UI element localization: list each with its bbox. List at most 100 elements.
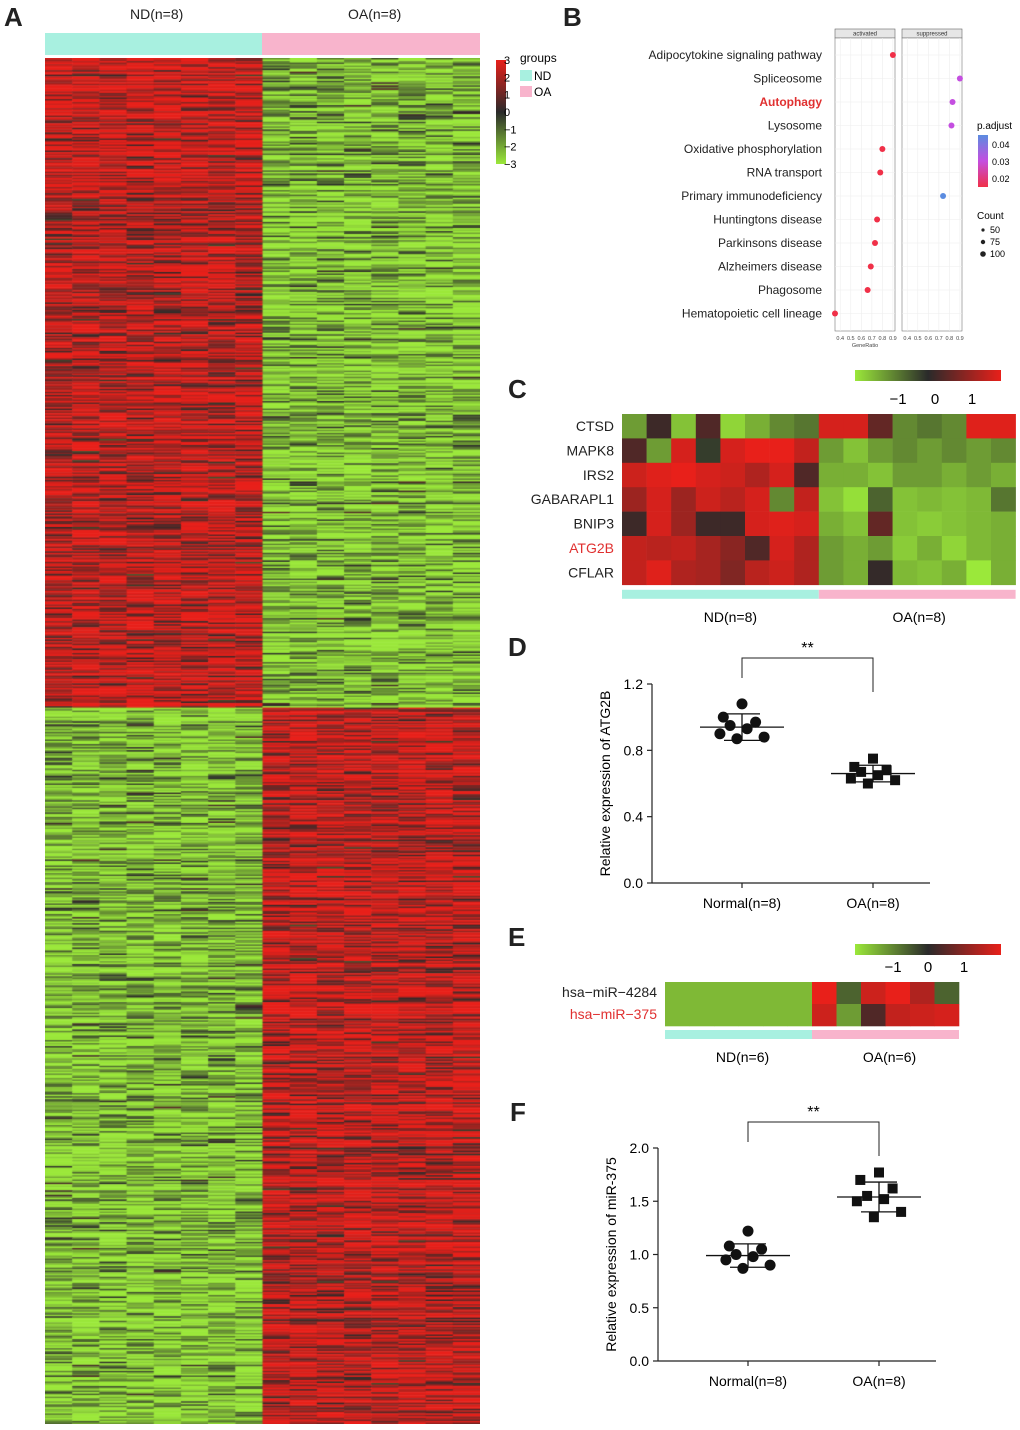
panel-c-cell [769, 487, 795, 512]
panel-c-cell [769, 511, 795, 537]
panel-c-gene-label: BNIP3 [574, 516, 615, 532]
panel-b-category-label: Spliceosome [753, 72, 822, 86]
panel-a-heatmap [45, 58, 480, 1424]
panel-c-colorbar-tick: 1 [968, 391, 976, 408]
panel-e-cell [910, 1004, 935, 1027]
panel-e-cell [812, 1004, 837, 1027]
panel-letter-b: B [563, 2, 582, 32]
panel-c-cell [794, 536, 820, 561]
panel-b-count-dot [980, 239, 986, 245]
panel-e-cell [665, 982, 690, 1005]
panel-c-cell [769, 536, 795, 561]
panel-c-cell [818, 487, 844, 512]
panel-e-group-label-nd: ND(n=6) [716, 1049, 769, 1065]
panel-c-cell [818, 414, 844, 439]
panel-c-cell [917, 414, 943, 439]
panel-c-cell [622, 560, 647, 586]
panel-c-cell [671, 462, 697, 488]
panel-c-cell [892, 414, 918, 439]
panel-c-cell [917, 536, 943, 561]
data-point [862, 1190, 873, 1201]
panel-a-colorbar-tick: 3 [504, 55, 510, 67]
panel-c-oa-bar [818, 589, 1016, 599]
data-point [723, 1240, 735, 1252]
panel-b-dot [948, 122, 955, 129]
panel-c-cell [868, 414, 893, 439]
panel-c-cell [843, 536, 869, 561]
panel-c-cell [720, 438, 746, 464]
panel-a-colorbar-tick: −1 [504, 124, 517, 136]
panel-c-nd-bar [622, 589, 819, 599]
data-point [714, 728, 726, 740]
panel-e-cell [665, 1004, 690, 1027]
panel-c-cell [966, 438, 992, 464]
y-tick-label: 0.4 [624, 809, 644, 825]
panel-c-cell [917, 511, 943, 537]
panel-c-gene-label: IRS2 [583, 467, 614, 483]
x-tick-label: OA(n=8) [852, 1373, 905, 1389]
panel-a-legend: 3 2 1 0 −1 −2 −3 groups ND OA [496, 51, 557, 171]
panel-c-group-label-oa: OA(n=8) [893, 609, 946, 625]
panel-c-cell [991, 462, 1016, 488]
panel-e-cell [763, 1004, 788, 1027]
y-axis-label: Relative expression of miR-375 [603, 1157, 619, 1352]
significance-label: ** [801, 640, 813, 657]
panel-b-category-label: Oxidative phosphorylation [684, 142, 822, 156]
panel-b-xtick: 0.9 [889, 336, 897, 342]
panel-c-cell [695, 511, 721, 537]
panel-c-gene-label: ATG2B [569, 540, 614, 556]
panel-b-xtick: 0.7 [868, 336, 876, 342]
panel-e-cell [885, 1004, 911, 1027]
data-point [764, 1259, 776, 1271]
panel-c-cell [917, 438, 943, 464]
panel-e-cell [689, 982, 715, 1005]
panel-c-cell [745, 414, 770, 439]
panel-b-facet-frame [834, 37, 896, 332]
panel-c-cell [695, 462, 721, 488]
panel-c-cell [720, 536, 746, 561]
data-point [731, 733, 743, 745]
y-tick-label: 1.0 [630, 1247, 650, 1263]
panel-b-count-label: 100 [990, 249, 1005, 259]
panel-e-group-label-oa: OA(n=6) [863, 1049, 916, 1065]
panel-a-legend-title: groups [520, 51, 557, 65]
panel-c-cell [720, 511, 746, 537]
panel-b-category-label: Phagosome [758, 283, 822, 297]
panel-c-cell [671, 438, 697, 464]
panel-c-cell [843, 414, 869, 439]
panel-c-cell [646, 560, 672, 586]
data-point [758, 731, 770, 743]
panel-c-cell [745, 511, 770, 537]
panel-c-cell [671, 487, 697, 512]
panel-b-padj-tick: 0.03 [992, 157, 1010, 167]
panel-c-cell [843, 511, 869, 537]
panel-c-cell [720, 414, 746, 439]
panel-b-category-label: Parkinsons disease [718, 236, 822, 250]
data-point [890, 775, 901, 786]
x-tick-label: OA(n=8) [846, 895, 899, 911]
panel-b-xtick: 0.5 [847, 336, 855, 342]
panel-a-legend-nd: ND [534, 69, 552, 83]
panel-c-cell [745, 536, 770, 561]
panel-e-cell [763, 982, 788, 1005]
panel-c-cell [622, 487, 647, 512]
panel-b-xtick: 0.4 [836, 336, 844, 342]
y-tick-label: 0.0 [624, 875, 644, 891]
panel-d-scatter: 0.0 0.4 0.8 1.2 Normal(n=8) OA(n=8) Relative e… [597, 640, 930, 911]
panel-a-nd-bar [45, 33, 262, 55]
panel-e-cell [689, 1004, 715, 1027]
panel-c-cell [868, 560, 893, 586]
panel-e-cell [861, 1004, 886, 1027]
panel-c-cell [671, 414, 697, 439]
panel-c-cell [646, 438, 672, 464]
panel-b-dot [867, 263, 874, 270]
panel-c-cell [941, 536, 967, 561]
panel-b-padj-tick: 0.02 [992, 174, 1010, 184]
data-point [874, 1167, 884, 1178]
panel-c-cell [695, 487, 721, 512]
panel-c-cell [794, 414, 820, 439]
panel-e-cell [885, 982, 911, 1005]
panel-b-padj-colorbar [978, 135, 988, 187]
panel-c-cell [646, 414, 672, 439]
panel-c-cell [868, 536, 893, 561]
